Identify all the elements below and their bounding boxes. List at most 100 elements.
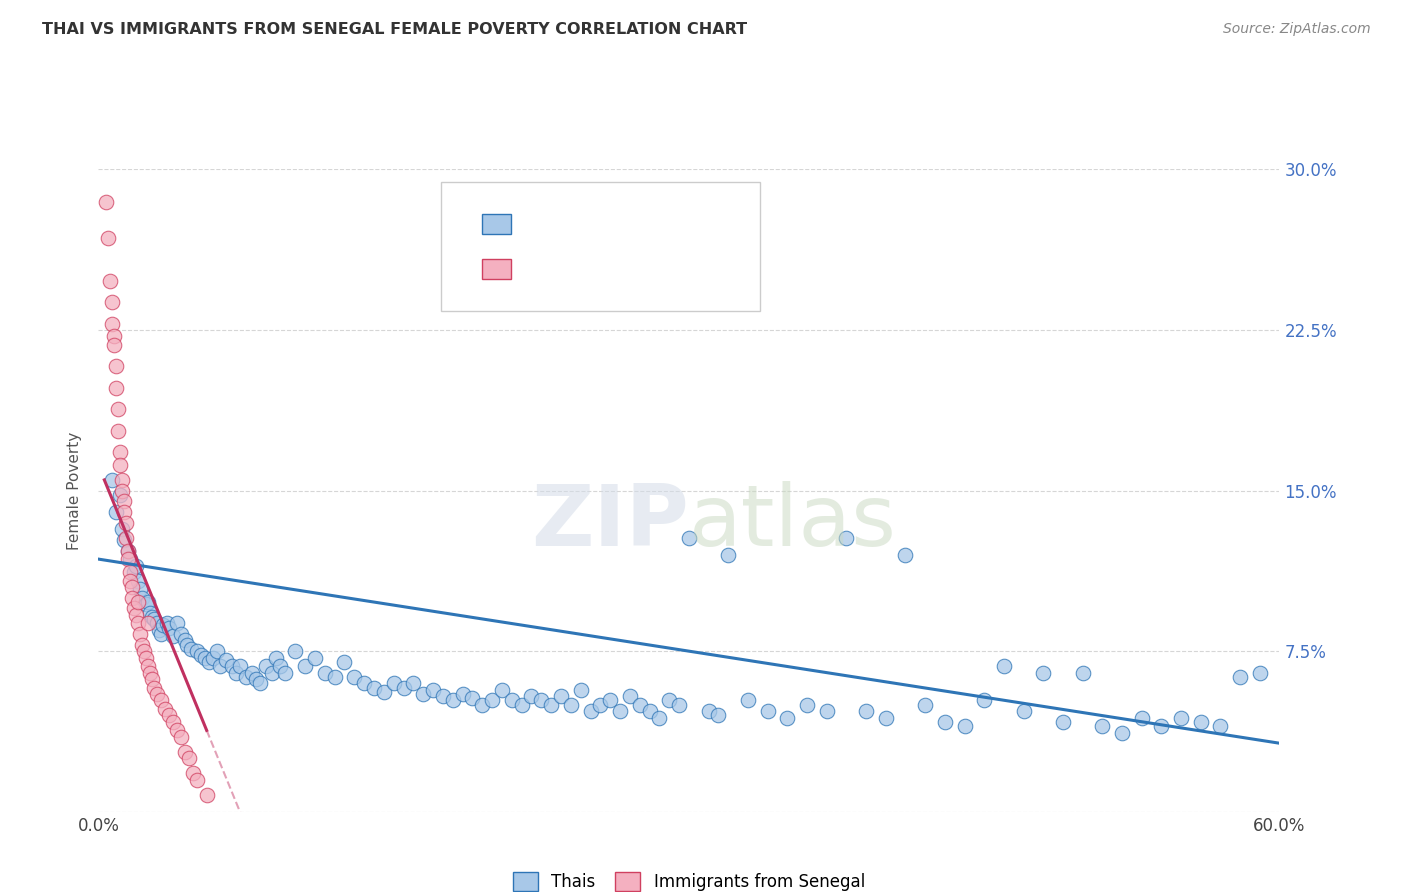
Point: [170, 730, 193, 744]
Point: [111, 473, 134, 487]
Point: [589, 698, 612, 712]
Point: [125, 607, 148, 622]
Point: [108, 488, 131, 502]
Point: [108, 458, 131, 472]
Point: [1130, 710, 1153, 724]
Point: [451, 687, 474, 701]
Point: [101, 317, 124, 331]
Point: [260, 665, 283, 680]
Point: [717, 548, 740, 562]
Point: [105, 359, 128, 374]
Point: [776, 710, 799, 724]
Point: [441, 693, 464, 707]
Point: [1150, 719, 1173, 733]
Point: [1170, 710, 1192, 724]
Point: [934, 714, 956, 729]
Point: [264, 650, 287, 665]
Point: [402, 676, 425, 690]
Point: [112, 533, 135, 547]
Point: [993, 659, 1015, 673]
Point: [815, 704, 838, 718]
Point: [146, 616, 169, 631]
Point: [245, 672, 267, 686]
Point: [422, 682, 444, 697]
Point: [550, 689, 572, 703]
Point: [101, 295, 124, 310]
Point: [118, 552, 141, 566]
Point: [157, 708, 180, 723]
Point: [162, 714, 184, 729]
Point: [103, 329, 125, 343]
Point: [180, 642, 202, 657]
Point: [269, 659, 291, 673]
Point: [138, 606, 160, 620]
Point: [176, 638, 198, 652]
Point: [1229, 670, 1251, 684]
Point: [501, 693, 523, 707]
Point: [118, 565, 141, 579]
Text: atlas: atlas: [689, 481, 897, 565]
Text: N =: N =: [661, 215, 697, 233]
Point: [520, 689, 543, 703]
Point: [1249, 665, 1271, 680]
Text: THAI VS IMMIGRANTS FROM SENEGAL FEMALE POVERTY CORRELATION CHART: THAI VS IMMIGRANTS FROM SENEGAL FEMALE P…: [42, 22, 748, 37]
Point: [353, 676, 375, 690]
Point: [855, 704, 877, 718]
Point: [678, 531, 700, 545]
Point: [1052, 714, 1074, 729]
Text: R =: R =: [524, 215, 561, 233]
Point: [284, 644, 307, 658]
Point: [323, 670, 346, 684]
Point: [471, 698, 494, 712]
Point: [195, 788, 218, 802]
Bar: [482, 214, 510, 234]
Point: [115, 516, 138, 530]
Point: [579, 704, 602, 718]
Point: [225, 665, 247, 680]
Text: R =: R =: [524, 260, 561, 278]
Point: [1209, 719, 1232, 733]
Point: [127, 595, 149, 609]
Point: [194, 650, 217, 665]
Point: [638, 704, 661, 718]
Point: [510, 698, 533, 712]
Point: [111, 483, 134, 498]
Point: [162, 629, 184, 643]
Point: [215, 653, 238, 667]
Point: [658, 693, 681, 707]
Point: [628, 698, 651, 712]
Point: [155, 702, 177, 716]
Point: [101, 473, 124, 487]
Point: [96, 194, 118, 209]
Point: [156, 616, 179, 631]
Point: [186, 644, 208, 658]
Point: [540, 698, 562, 712]
Point: [569, 682, 592, 697]
Point: [132, 644, 155, 658]
Point: [112, 505, 135, 519]
Point: [142, 681, 165, 695]
Point: [481, 693, 503, 707]
Point: [412, 687, 434, 701]
Point: [333, 655, 356, 669]
Point: [197, 655, 219, 669]
Text: N =: N =: [661, 260, 697, 278]
Point: [141, 610, 163, 624]
FancyBboxPatch shape: [441, 182, 759, 310]
Point: [461, 691, 484, 706]
Point: [363, 681, 385, 695]
Point: [177, 751, 200, 765]
Point: [875, 710, 897, 724]
Point: [697, 704, 720, 718]
Text: 111: 111: [707, 215, 742, 233]
Point: [138, 665, 160, 680]
Point: [136, 595, 159, 609]
Point: [166, 616, 188, 631]
Point: [122, 601, 145, 615]
Point: [174, 633, 197, 648]
Point: [1071, 665, 1094, 680]
Point: [560, 698, 582, 712]
Point: [209, 659, 232, 673]
Point: [491, 682, 513, 697]
Point: [235, 670, 257, 684]
